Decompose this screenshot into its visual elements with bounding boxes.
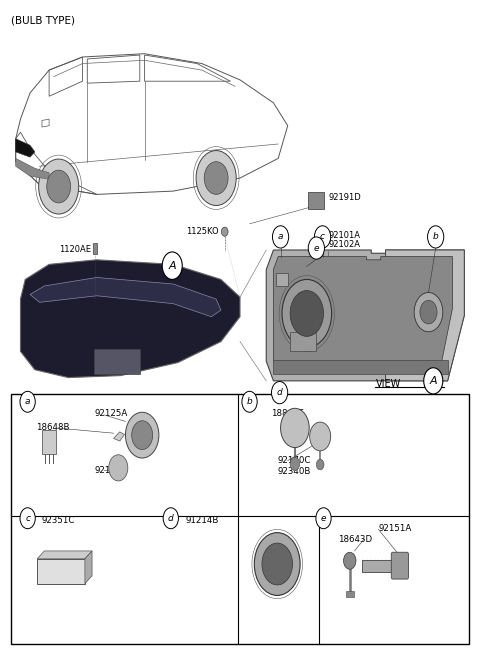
- Polygon shape: [274, 256, 452, 371]
- Text: (BULB TYPE): (BULB TYPE): [11, 16, 75, 26]
- Circle shape: [273, 226, 288, 248]
- Text: b: b: [247, 397, 252, 406]
- Circle shape: [125, 412, 159, 458]
- Text: 92140E: 92140E: [95, 466, 127, 475]
- Text: c: c: [25, 514, 30, 523]
- Text: 18648B: 18648B: [36, 424, 69, 432]
- Circle shape: [308, 237, 324, 259]
- Circle shape: [242, 392, 257, 412]
- Circle shape: [290, 290, 324, 336]
- Circle shape: [424, 368, 443, 394]
- Circle shape: [316, 508, 331, 529]
- Circle shape: [290, 457, 300, 470]
- Polygon shape: [37, 559, 85, 583]
- Circle shape: [196, 150, 236, 206]
- Text: 92340B: 92340B: [277, 466, 311, 476]
- Circle shape: [254, 533, 300, 595]
- Polygon shape: [37, 551, 92, 559]
- Text: A: A: [430, 376, 437, 386]
- Text: 92151A: 92151A: [378, 524, 412, 533]
- Circle shape: [132, 420, 153, 449]
- Circle shape: [414, 292, 443, 332]
- Text: c: c: [320, 233, 325, 241]
- Circle shape: [109, 455, 128, 481]
- Text: d: d: [277, 388, 283, 397]
- Circle shape: [221, 227, 228, 237]
- Polygon shape: [266, 250, 464, 381]
- Text: d: d: [168, 514, 174, 523]
- Polygon shape: [16, 158, 49, 179]
- Text: 92170C: 92170C: [277, 456, 311, 465]
- Text: 18643D: 18643D: [338, 535, 372, 543]
- Circle shape: [204, 162, 228, 194]
- Circle shape: [47, 170, 71, 203]
- Circle shape: [20, 392, 35, 412]
- Text: 91214B: 91214B: [185, 516, 218, 525]
- FancyBboxPatch shape: [274, 360, 447, 374]
- Polygon shape: [16, 139, 35, 157]
- Text: VIEW: VIEW: [376, 379, 401, 389]
- Circle shape: [162, 252, 182, 279]
- Circle shape: [272, 382, 288, 404]
- FancyBboxPatch shape: [95, 350, 140, 374]
- FancyBboxPatch shape: [308, 192, 324, 209]
- FancyBboxPatch shape: [290, 332, 316, 351]
- Circle shape: [428, 226, 444, 248]
- Circle shape: [344, 553, 356, 569]
- FancyBboxPatch shape: [362, 560, 397, 572]
- Text: 92101A: 92101A: [328, 231, 360, 240]
- FancyBboxPatch shape: [93, 244, 97, 254]
- Text: e: e: [313, 244, 319, 252]
- Text: 92351C: 92351C: [42, 516, 75, 525]
- Circle shape: [420, 300, 437, 324]
- Text: 92102A: 92102A: [328, 240, 360, 249]
- Polygon shape: [276, 273, 288, 286]
- Circle shape: [310, 422, 331, 451]
- Polygon shape: [385, 250, 464, 381]
- Text: 1125KO: 1125KO: [186, 227, 218, 236]
- Polygon shape: [114, 432, 124, 441]
- Text: a: a: [278, 233, 283, 241]
- Text: b: b: [433, 233, 439, 241]
- Text: 92191D: 92191D: [328, 193, 361, 202]
- Circle shape: [38, 159, 79, 214]
- FancyBboxPatch shape: [391, 553, 408, 579]
- Text: A: A: [168, 261, 176, 271]
- Circle shape: [262, 543, 292, 585]
- Circle shape: [20, 508, 35, 529]
- Circle shape: [163, 508, 179, 529]
- Polygon shape: [30, 277, 221, 317]
- Polygon shape: [346, 591, 354, 597]
- Polygon shape: [21, 260, 240, 378]
- Text: a: a: [25, 397, 30, 406]
- Text: 92125A: 92125A: [95, 409, 128, 418]
- Polygon shape: [85, 551, 92, 583]
- Text: 18844E: 18844E: [271, 409, 304, 418]
- Circle shape: [282, 279, 332, 348]
- Text: e: e: [321, 514, 326, 523]
- Text: 1120AE: 1120AE: [59, 246, 91, 254]
- Circle shape: [314, 226, 331, 248]
- Polygon shape: [42, 430, 56, 454]
- Circle shape: [316, 459, 324, 470]
- Circle shape: [281, 408, 309, 447]
